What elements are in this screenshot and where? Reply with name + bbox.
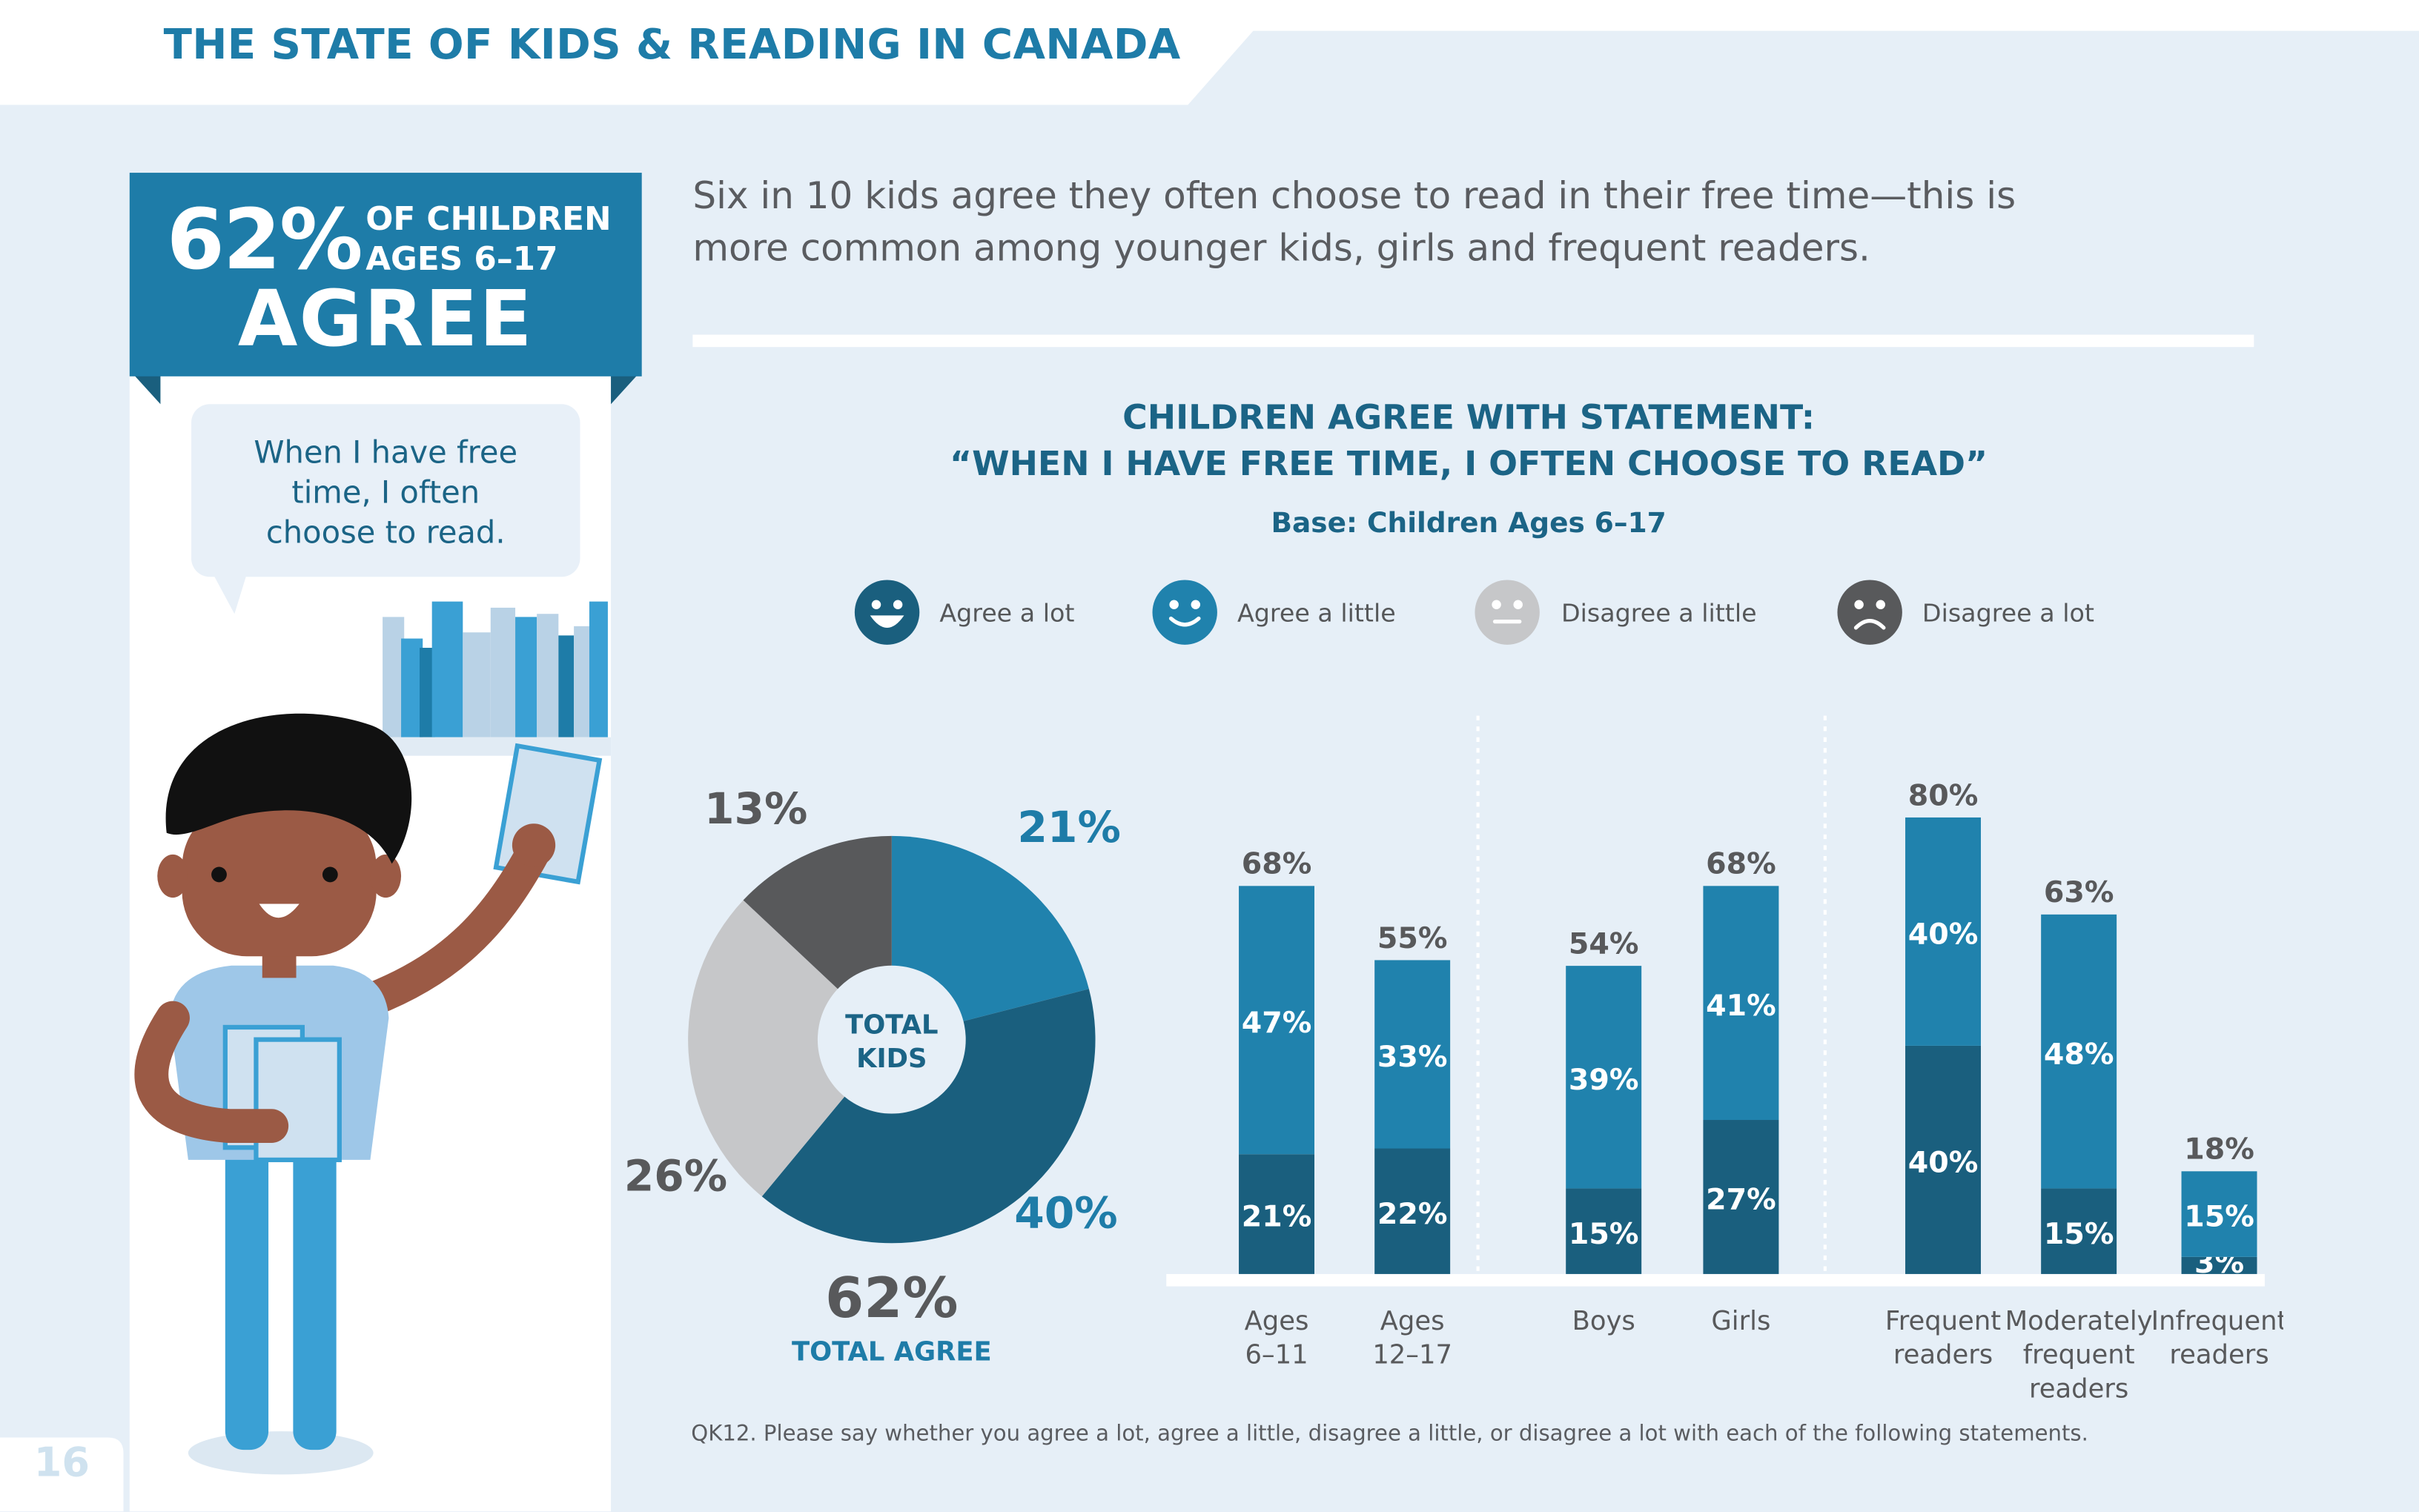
books-icon <box>373 601 612 756</box>
bar-total-label: 54% <box>1569 926 1639 961</box>
pie-slice-agree-a-lot <box>761 989 1096 1244</box>
category-label: Ages <box>1245 1306 1309 1336</box>
chart-title-line1: CHILDREN AGREE WITH STATEMENT: <box>1122 399 1816 439</box>
category-label: Boys <box>1572 1306 1635 1336</box>
bar-segment-agree-a-lot <box>2041 1188 2117 1274</box>
intro-text: Six in 10 kids agree they often choose t… <box>692 170 2235 275</box>
bar-segment-agree-a-lot <box>1566 1188 1642 1274</box>
category-label: frequent <box>2023 1340 2135 1370</box>
stacked-bar-chart: 21% 47% 68% Ages 6–11 22% 33% 55% Ages 12–17 15% 39… <box>1166 715 2283 1404</box>
category-label: 12–17 <box>1372 1340 1452 1370</box>
speech-bubble-tail <box>213 574 247 614</box>
bar-segment-label: 48% <box>2044 1037 2114 1071</box>
bar-segment-label: 22% <box>1377 1197 1448 1231</box>
bar-total-label: 18% <box>2184 1133 2254 1167</box>
big-smile-face-icon <box>854 580 920 645</box>
bar-segment-label: 40% <box>1908 1146 1979 1180</box>
total-agree-value: 62% <box>825 1265 958 1330</box>
bar-segment-agree-a-little <box>1703 886 1779 1121</box>
bar-segment-agree-a-lot <box>2181 1256 2257 1274</box>
bar-segment-label: 40% <box>1908 918 1979 952</box>
total-agree-label: TOTAL AGREE <box>792 1336 992 1367</box>
pie-slice-disagree-a-little <box>688 900 892 1197</box>
category-label: 6–11 <box>1245 1340 1308 1370</box>
banner-line1: OF CHILDREN <box>365 200 612 238</box>
category-label: Infrequent <box>2151 1306 2283 1336</box>
bar-segment-agree-a-little <box>1239 886 1315 1155</box>
illustration <box>129 173 642 1512</box>
bar-segment-label: 47% <box>1242 1006 1312 1040</box>
category-label: Girls <box>1711 1306 1770 1336</box>
legend-label-disagree-a-lot: Disagree a lot <box>1922 598 2094 628</box>
bar-segment-label: 39% <box>1569 1063 1639 1097</box>
bar-total-label: 80% <box>1908 778 1979 812</box>
category-label: Frequent <box>1885 1306 2001 1336</box>
bar-segment-agree-a-lot <box>1905 1045 1982 1274</box>
bubble-line2: time, I often <box>291 473 480 511</box>
bar-segment-agree-a-little <box>2181 1171 2257 1257</box>
divider <box>692 334 2254 348</box>
bar-segment-label: 15% <box>2044 1217 2114 1251</box>
pie-label-agree-a-lot: 40% <box>1014 1187 1117 1238</box>
bar-total-label: 68% <box>1242 847 1312 881</box>
category-label: readers <box>1893 1340 1993 1370</box>
page-number-tab <box>0 1437 124 1512</box>
intro-line1: Six in 10 kids agree they often choose t… <box>692 174 2016 218</box>
bubble-line1: When I have free <box>254 433 518 471</box>
bubble-line3: choose to read. <box>265 513 506 551</box>
header-band <box>0 0 2419 105</box>
bar-segment-agree-a-lot <box>1374 1148 1451 1274</box>
legend-label-agree-a-little: Agree a little <box>1237 598 1396 628</box>
neutral-face-icon <box>1475 580 1540 645</box>
donut-center-label: TOTAL <box>845 1009 938 1040</box>
donut-center-label: KIDS <box>856 1044 927 1074</box>
bar-segment-label: 21% <box>1242 1200 1312 1234</box>
x-axis-line <box>1166 1273 2265 1287</box>
category-label: Moderately <box>2005 1306 2153 1336</box>
total-kids-donut-chart: 21% 40% 26% 13% TOTAL KIDS 62% TOTAL AGREE <box>624 783 1121 1367</box>
category-label: readers <box>2029 1373 2128 1404</box>
legend-label-agree-a-lot: Agree a lot <box>939 598 1075 628</box>
pie-label-disagree-a-little: 26% <box>624 1151 727 1201</box>
intro-line2: more common among younger kids, girls an… <box>692 226 1870 271</box>
pie-label-disagree-a-lot: 13% <box>704 783 807 834</box>
bar-total-label: 55% <box>1377 921 1448 955</box>
speech-bubble-text: When I have free time, I often choose to… <box>194 432 577 552</box>
chart-title-line2: “WHEN I HAVE FREE TIME, I OFTEN CHOOSE T… <box>950 445 1988 485</box>
smile-face-icon <box>1152 580 1217 645</box>
bar-segment-label: 15% <box>2184 1200 2254 1234</box>
bar-segment-label: 27% <box>1706 1183 1776 1217</box>
bar-segment-agree-a-lot <box>1239 1154 1315 1274</box>
footnote: QK12. Please say whether you agree a lot… <box>691 1422 2088 1447</box>
bar-segment-agree-a-little <box>1374 960 1451 1149</box>
bar-segment-agree-a-lot <box>1703 1120 1779 1274</box>
page-number: 16 <box>33 1440 90 1488</box>
category-label: readers <box>2169 1340 2269 1370</box>
stat-banner <box>129 173 642 377</box>
bar-segment-label: 41% <box>1706 989 1776 1023</box>
speech-bubble <box>191 404 580 577</box>
category-label: Ages <box>1380 1306 1445 1336</box>
bar-segment-label: 33% <box>1377 1040 1448 1074</box>
bar-segment-agree-a-little <box>2041 914 2117 1189</box>
bar-total-label: 68% <box>1706 847 1776 881</box>
legend-label-disagree-a-little: Disagree a little <box>1561 598 1757 628</box>
child-reading-icon <box>134 713 603 1475</box>
bar-segment-label: 15% <box>1569 1217 1639 1251</box>
donut-center <box>817 965 966 1114</box>
banner-line2: AGES 6–17 <box>365 240 558 278</box>
bar-segment-agree-a-little <box>1905 817 1982 1046</box>
bar-total-label: 63% <box>2044 875 2114 909</box>
banner-percent: 62% <box>166 191 363 289</box>
banner-agree: AGREE <box>237 274 534 365</box>
bar-segment-agree-a-little <box>1566 966 1642 1189</box>
pie-label-agree-a-little: 21% <box>1017 802 1120 852</box>
frown-face-icon <box>1837 580 1902 645</box>
chart-base: Base: Children Ages 6–17 <box>1271 507 1667 540</box>
page-title: THE STATE OF KIDS & READING IN CANADA <box>163 21 1181 70</box>
